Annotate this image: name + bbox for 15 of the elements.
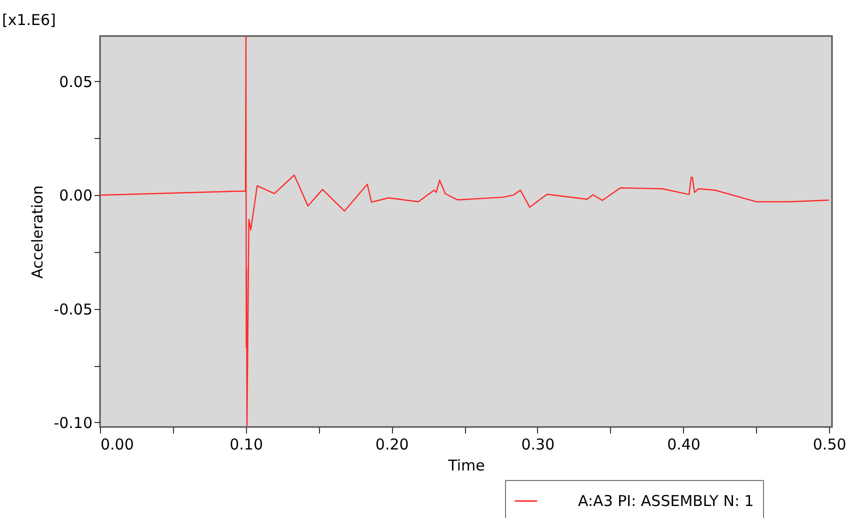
x-tick-label: 0.30 — [521, 436, 555, 454]
text: A:A3 PI: ASSEMBLY N: 1 — [578, 492, 754, 510]
y-tick-label: -0.05 — [54, 300, 92, 318]
x-tick-label: 0.00 — [100, 436, 134, 454]
x-axis-title: Time — [447, 456, 485, 474]
text: [x1.E6] — [2, 11, 56, 29]
y-tick-label: 0.00 — [59, 186, 92, 205]
x-tick-label: 0.50 — [812, 436, 846, 454]
y-tick-label: 0.05 — [59, 72, 92, 91]
y-tick-label: -0.10 — [54, 414, 92, 432]
x-tick-label: 0.20 — [375, 436, 409, 454]
x-tick-label: 0.40 — [667, 436, 700, 454]
y-axis-title: Acceleration — [28, 185, 47, 279]
line-series — [100, 36, 830, 427]
x-tick-label: 0.10 — [230, 436, 264, 454]
